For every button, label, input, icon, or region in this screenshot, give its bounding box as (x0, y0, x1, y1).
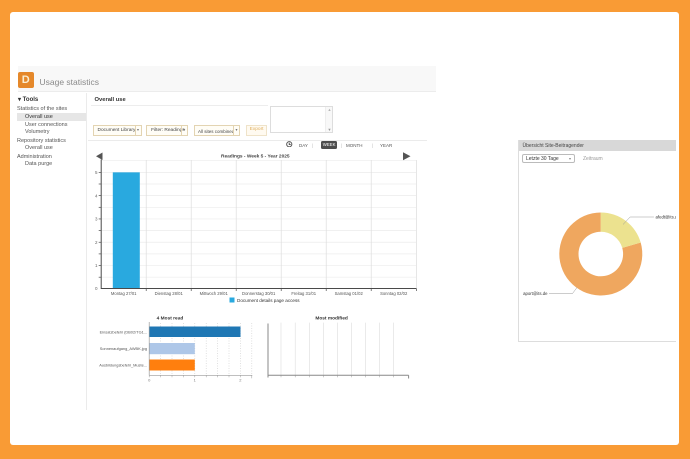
svg-text:4 Most read: 4 Most read (157, 315, 184, 321)
svg-text:1: 1 (194, 378, 197, 383)
svg-text:2: 2 (95, 240, 98, 245)
svg-text:0: 0 (148, 378, 151, 383)
svg-text:afedt@its.de: afedt@its.de (655, 215, 676, 220)
svg-text:aport@its.de: aport@its.de (523, 291, 548, 296)
svg-text:Sonntag 02/02: Sonntag 02/02 (380, 291, 408, 296)
svg-text:Most modified: Most modified (316, 315, 349, 321)
svg-text:4: 4 (95, 193, 98, 198)
svg-text:0: 0 (95, 286, 98, 291)
svg-text:Mittwoch 29/01: Mittwoch 29/01 (200, 291, 229, 296)
svg-text:1: 1 (95, 263, 98, 268)
svg-text:3: 3 (95, 217, 98, 222)
svg-text:Ausbildungsbefehl_Muste...: Ausbildungsbefehl_Muste... (99, 363, 147, 368)
svg-text:Donnerstag 30/01: Donnerstag 30/01 (242, 291, 276, 296)
svg-text:Readings - Week 5 - Year 2025: Readings - Week 5 - Year 2025 (221, 153, 290, 159)
svg-text:Document details page access: Document details page access (237, 298, 300, 303)
svg-text:Montag 27/01: Montag 27/01 (111, 291, 137, 296)
svg-text:Samstag 01/02: Samstag 01/02 (335, 291, 364, 296)
svg-text:5: 5 (95, 170, 98, 175)
svg-text:Einsatzbefehl (DB02/TG1...: Einsatzbefehl (DB02/TG1... (100, 329, 147, 334)
svg-text:Sonnenaufgang_AWBK.jpg: Sonnenaufgang_AWBK.jpg (100, 346, 147, 351)
svg-text:2: 2 (239, 378, 242, 383)
svg-text:Dienstag 28/01: Dienstag 28/01 (155, 291, 184, 296)
svg-text:Freitag 31/01: Freitag 31/01 (291, 291, 316, 296)
